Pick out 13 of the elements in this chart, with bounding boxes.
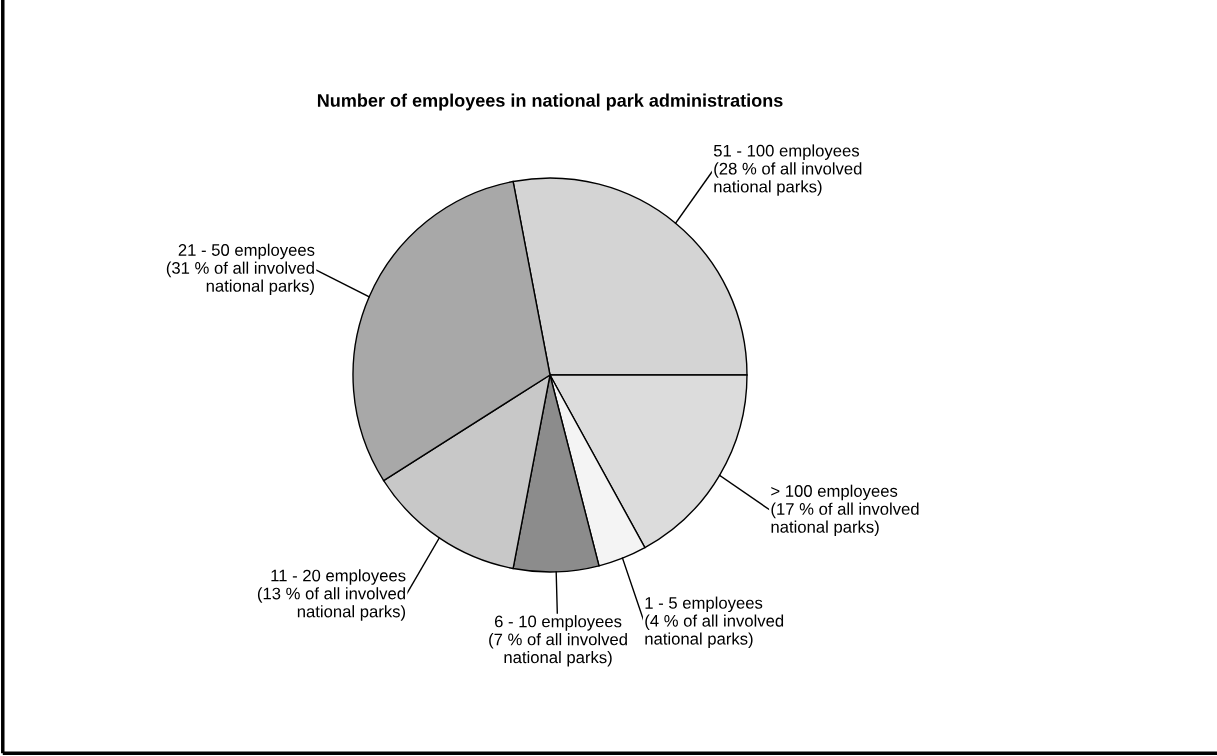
data-label: (7 % of all involved national parks): [489, 633, 627, 667]
slice-label: 21 - 50 employees: [178, 243, 315, 260]
data-label: (13 % of all involved national parks): [257, 587, 406, 621]
slice-label: > 100 employees: [771, 484, 898, 501]
data-label: (17 % of all involved national parks): [771, 502, 919, 537]
slice-label: 6 - 10 employees: [494, 615, 622, 631]
data-label: (28 % of all involved national parks): [714, 162, 862, 196]
data-label: (4 % of all involved national parks): [645, 614, 784, 648]
slice-label: 11 - 20 employees: [271, 569, 406, 585]
chart-title: Number of employees in national park administrations: [317, 93, 783, 111]
slice-label: 51 - 100 employees: [713, 144, 860, 160]
data-label: (31 % of all involved national parks): [166, 261, 314, 296]
slice-label: 1 - 5 employees: [645, 596, 763, 613]
